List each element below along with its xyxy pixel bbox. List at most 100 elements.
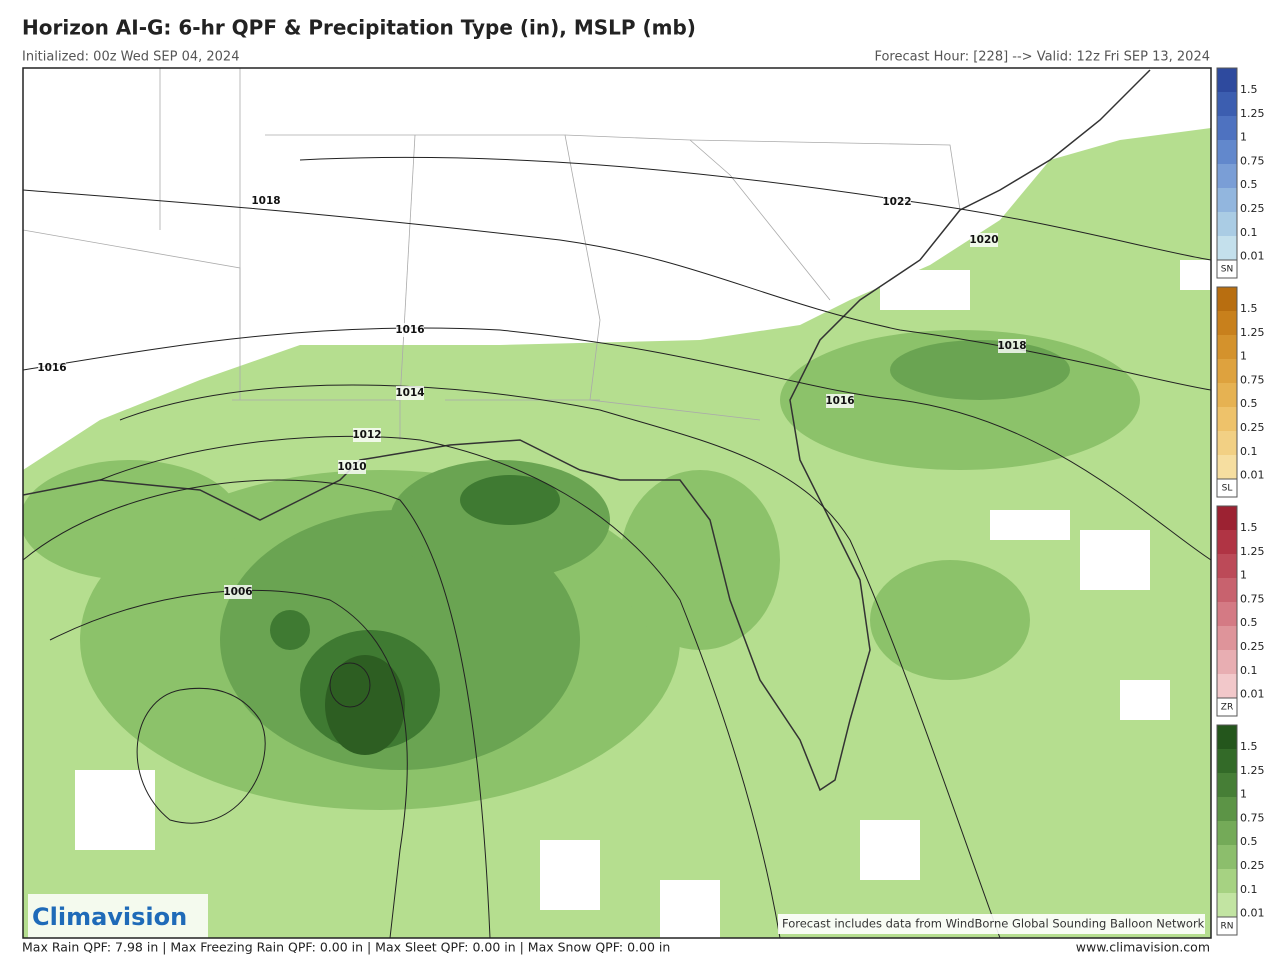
isobar-labels: 1018 1022 1020 1016 1016 1014 1012 1010 1006 1016…	[37, 194, 1027, 599]
isobar-label-bg	[38, 361, 66, 375]
legend-swatch	[1217, 578, 1237, 602]
legend-code: ZR	[1221, 703, 1233, 713]
legend-tick: 0.5	[1240, 178, 1258, 191]
legend-tick: 1.25	[1240, 107, 1265, 120]
legend-swatch	[1217, 674, 1237, 698]
isobar-label: 1022	[882, 196, 911, 208]
isobar-label-bg	[998, 339, 1026, 353]
legend-swatch	[1217, 407, 1237, 431]
legend-swatch	[1217, 845, 1237, 869]
legend-tick: 0.75	[1240, 811, 1265, 824]
dry-patches	[75, 260, 1211, 938]
footer-website: www.climavision.com	[1076, 940, 1210, 955]
legend-swatch	[1217, 773, 1237, 797]
legend-swatch	[1217, 311, 1237, 335]
legend-swatch	[1217, 92, 1237, 116]
legend-tick: 0.1	[1240, 664, 1258, 677]
map-frame	[22, 67, 1212, 939]
legend-tick: 0.25	[1240, 421, 1265, 434]
isobar-label: 1016	[395, 324, 424, 336]
isobar-label: 1014	[395, 387, 424, 399]
legend-tick: 1	[1240, 569, 1247, 582]
legend-code-box	[1216, 259, 1238, 279]
legend-tick: 1.5	[1240, 83, 1258, 96]
legend: 1.5 1.25 1 0.75 0.5 0.25 0.1 0.01 SN 1.5 1.25 1 0.75…	[1216, 67, 1265, 936]
attribution-box	[778, 914, 1205, 934]
legend-code-box	[1216, 478, 1238, 498]
legend-tick: 1.25	[1240, 764, 1265, 777]
isobar-label: 1006	[223, 586, 252, 598]
attribution: Forecast includes data from WindBorne Gl…	[782, 917, 1205, 931]
legend-tick: 1	[1240, 788, 1247, 801]
isobar-label-bg	[224, 585, 252, 599]
legend-tick: 0.01	[1240, 469, 1265, 482]
legend-swatch	[1217, 869, 1237, 893]
isobar-label: 1018	[251, 195, 280, 207]
valid-time: Forecast Hour: [228] --> Valid: 12z Fri …	[874, 50, 1210, 65]
legend-swatch	[1217, 383, 1237, 407]
title: Horizon AI-G: 6-hr QPF & Precipitation T…	[22, 16, 696, 40]
logo-box	[28, 894, 208, 938]
legend-swatch	[1217, 506, 1237, 530]
legend-tick: 1.25	[1240, 326, 1265, 339]
legend-code: SN	[1221, 265, 1233, 275]
legend-swatch	[1217, 650, 1237, 674]
legend-tick: 0.1	[1240, 883, 1258, 896]
legend-tick: 1.5	[1240, 521, 1258, 534]
legend-swatch	[1217, 893, 1237, 917]
legend-tick: 0.01	[1240, 688, 1265, 701]
legend-tick: 0.25	[1240, 859, 1265, 872]
isobar-label-bg	[396, 323, 424, 337]
legend-tick: 0.75	[1240, 154, 1265, 167]
legend-tick: 0.75	[1240, 592, 1265, 605]
legend-code-box	[1216, 916, 1238, 936]
legend-swatch	[1217, 554, 1237, 578]
isobar-label-bg	[338, 460, 366, 474]
legend-tick: 0.1	[1240, 226, 1258, 239]
legend-swatch	[1217, 188, 1237, 212]
isobar-label: 1012	[352, 429, 381, 441]
isobar-label-bg	[252, 194, 280, 208]
legend-tick: 0.5	[1240, 397, 1258, 410]
legend-swatch	[1217, 140, 1237, 164]
legend-swatch	[1217, 164, 1237, 188]
legend-swatch	[1217, 797, 1237, 821]
legend-tick: 0.01	[1240, 250, 1265, 263]
legend-tick: 0.1	[1240, 445, 1258, 458]
legend-tick: 1.25	[1240, 545, 1265, 558]
legend-code-box	[1216, 697, 1238, 717]
legend-swatch	[1217, 68, 1237, 92]
legend-swatch	[1217, 212, 1237, 236]
legend-tick: 1.5	[1240, 302, 1258, 315]
legend-swatch	[1217, 602, 1237, 626]
map: 1018 1022 1020 1016 1016 1014 1012 1010 1006 1016…	[23, 68, 1211, 938]
legend-swatch	[1217, 821, 1237, 845]
logo: Climavision	[32, 903, 187, 931]
legend-swatch	[1217, 431, 1237, 455]
legend-swatch	[1217, 530, 1237, 554]
isobar-label-bg	[353, 428, 381, 442]
legend-tick: 0.25	[1240, 202, 1265, 215]
isobar-label-bg	[970, 233, 998, 247]
isobars	[23, 156, 1211, 938]
legend-swatch	[1217, 455, 1237, 479]
legend-swatch	[1217, 116, 1237, 140]
isobar-label: 1018	[997, 340, 1026, 352]
legend-code: SL	[1222, 484, 1233, 494]
isobar-label-bg	[396, 386, 424, 400]
precip-extreme	[325, 655, 405, 755]
legend-code: RN	[1221, 922, 1234, 932]
legend-swatch	[1217, 359, 1237, 383]
legend-tick: 0.01	[1240, 907, 1265, 920]
isobar-label-bg	[883, 195, 911, 209]
isobar-label: 1016	[825, 395, 854, 407]
isobar-label: 1010	[337, 461, 366, 473]
legend-swatch	[1217, 335, 1237, 359]
legend-tick: 1.5	[1240, 740, 1258, 753]
legend-tick: 0.75	[1240, 373, 1265, 386]
footer-stats: Max Rain QPF: 7.98 in | Max Freezing Rai…	[22, 940, 670, 955]
legend-swatch	[1217, 725, 1237, 749]
initialized: Initialized: 00z Wed SEP 04, 2024	[22, 50, 239, 65]
legend-tick: 1	[1240, 350, 1247, 363]
